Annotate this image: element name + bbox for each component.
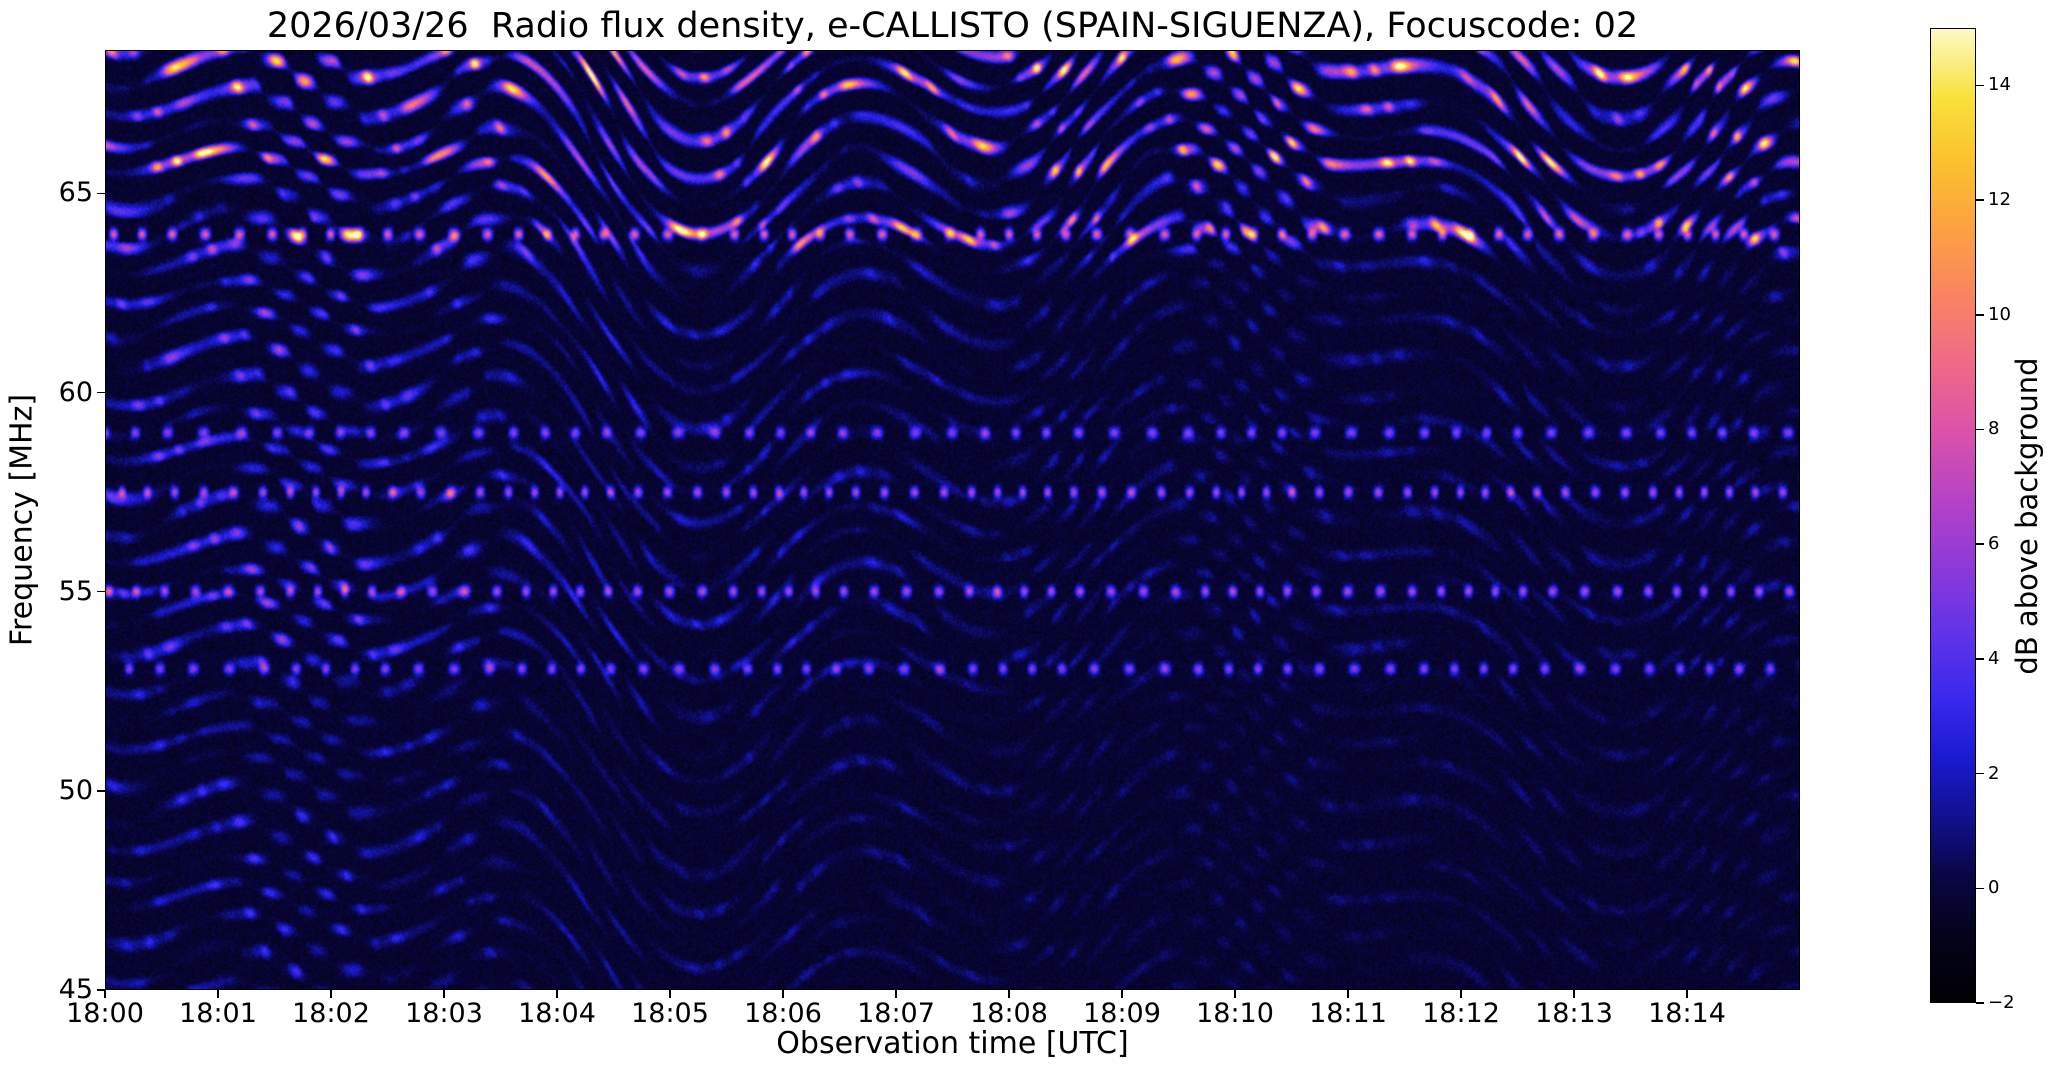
y-tick-label: 45 xyxy=(58,974,93,1005)
colorbar-tick-label: 6 xyxy=(1988,533,2000,555)
y-tick-label: 50 xyxy=(58,774,93,806)
y-tick-label: 65 xyxy=(58,177,93,209)
x-tick-label: 18:02 xyxy=(292,998,370,1029)
x-tick-mark xyxy=(443,990,445,998)
x-tick-mark xyxy=(1686,990,1688,998)
colorbar-tick-label: 8 xyxy=(1988,418,2000,440)
x-tick-label: 18:05 xyxy=(631,998,709,1029)
x-tick-label: 18:01 xyxy=(179,998,257,1029)
colorbar-tick-mark xyxy=(1976,199,1984,201)
colorbar-tick-mark xyxy=(1976,1002,1984,1004)
colorbar-tick-mark xyxy=(1976,543,1984,545)
x-tick-label: 18:14 xyxy=(1648,998,1726,1029)
x-tick-label: 18:10 xyxy=(1196,998,1274,1029)
colorbar-tick-label: 4 xyxy=(1988,647,2000,669)
x-tick-label: 18:06 xyxy=(744,998,822,1029)
x-tick-label: 18:12 xyxy=(1422,998,1500,1029)
colorbar-tick-mark xyxy=(1976,772,1984,775)
colorbar-tick-label: −2 xyxy=(1988,992,2015,1013)
colorbar-tick-mark xyxy=(1976,887,1984,890)
x-tick-mark xyxy=(556,990,558,998)
x-tick-mark xyxy=(1347,990,1349,998)
x-tick-label: 18:13 xyxy=(1535,998,1613,1029)
x-tick-label: 18:08 xyxy=(970,998,1048,1029)
spectrogram-heatmap xyxy=(106,51,1799,989)
y-tick-label: 55 xyxy=(58,575,93,607)
x-tick-mark xyxy=(104,990,106,998)
colorbar-tick-label: 2 xyxy=(1988,762,2000,784)
y-axis-label: Frequency [MHz] xyxy=(4,393,40,647)
x-tick-mark xyxy=(669,990,671,998)
y-tick-label: 60 xyxy=(58,376,93,408)
x-tick-label: 18:09 xyxy=(1083,998,1161,1029)
y-tick-mark xyxy=(97,790,105,792)
x-tick-label: 18:07 xyxy=(857,998,935,1029)
colorbar-label: dB above background xyxy=(2010,357,2044,675)
colorbar-tick-mark xyxy=(1976,658,1984,660)
x-tick-label: 18:11 xyxy=(1309,998,1387,1029)
x-tick-mark xyxy=(1234,990,1236,998)
colorbar-tick-mark xyxy=(1976,84,1984,87)
colorbar-tick-label: 0 xyxy=(1988,877,2000,899)
x-tick-label: 18:04 xyxy=(518,998,596,1029)
x-tick-mark xyxy=(782,990,784,998)
plot-area xyxy=(105,50,1800,990)
colorbar-tick-label: 10 xyxy=(1988,303,2011,325)
x-tick-mark xyxy=(217,990,219,998)
x-tick-mark xyxy=(1008,990,1010,998)
x-tick-mark xyxy=(1121,990,1123,998)
chart-title: 2026/03/26 Radio flux density, e-CALLIST… xyxy=(266,6,1639,46)
y-tick-mark xyxy=(97,192,105,195)
x-tick-mark xyxy=(895,990,897,998)
colorbar-tick-mark xyxy=(1976,428,1984,431)
colorbar-tick-label: 14 xyxy=(1988,74,2011,96)
colorbar-tick-label: 12 xyxy=(1988,189,2011,211)
colorbar-gradient xyxy=(1930,28,1976,1003)
x-axis-label: Observation time [UTC] xyxy=(776,1026,1129,1061)
x-tick-mark xyxy=(330,990,332,998)
y-tick-mark xyxy=(97,391,105,394)
y-tick-mark xyxy=(97,989,105,991)
x-tick-mark xyxy=(1573,990,1575,998)
x-tick-label: 18:00 xyxy=(66,998,144,1029)
colorbar-tick-mark xyxy=(1976,314,1984,316)
y-tick-mark xyxy=(97,590,105,593)
x-tick-label: 18:03 xyxy=(405,998,483,1029)
x-tick-mark xyxy=(1460,990,1462,998)
